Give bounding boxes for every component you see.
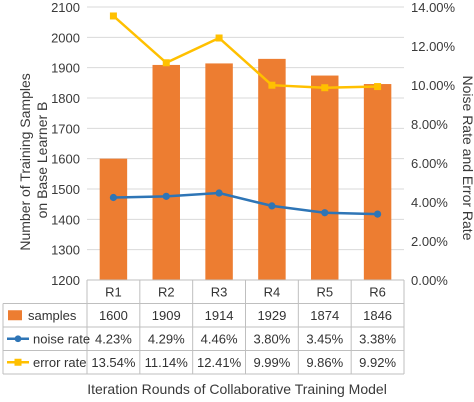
category-label: R3: [211, 285, 228, 300]
y2-tick-label: 6.00%: [411, 156, 448, 171]
y-tick-label: 1200: [51, 273, 80, 288]
point-noise-rate: [215, 189, 223, 197]
y-tick-label: 2000: [51, 30, 80, 45]
legend-key-bar: [8, 310, 22, 321]
legend-marker: [14, 358, 22, 366]
y2-tick-label: 0.00%: [411, 273, 448, 288]
category-label: R6: [369, 285, 386, 300]
axes: 1200 1300 1400 1500 1600 1700 1800 1900 2000 2100…: [51, 0, 455, 288]
x-axis-title: Iteration Rounds of Collaborative Traini…: [87, 381, 387, 397]
y-tick-label: 2100: [51, 0, 80, 15]
y-tick-label: 1600: [51, 152, 80, 167]
point-error-rate: [374, 83, 382, 91]
data-label: 1874: [310, 308, 339, 323]
legend-marker: [14, 335, 22, 343]
point-noise-rate: [162, 192, 170, 200]
legend-label: samples: [28, 308, 77, 323]
y2-tick-label: 8.00%: [411, 117, 448, 132]
category-label: R1: [105, 285, 122, 300]
data-label: 4.23%: [95, 331, 132, 346]
line-noise-rate: [113, 191, 378, 216]
bar-r3: [205, 63, 233, 280]
y2-axis-title: Noise Rate and Error Rate: [460, 76, 474, 241]
data-label: 9.92%: [359, 355, 396, 370]
data-label: 3.80%: [253, 331, 290, 346]
data-label: 1846: [363, 308, 392, 323]
bar-r4: [258, 58, 286, 281]
y2-tick-label: 4.00%: [411, 195, 448, 210]
y-tick-label: 1900: [51, 61, 80, 76]
bar-r2: [152, 64, 180, 280]
point-error-rate: [215, 34, 223, 42]
data-label: 13.54%: [91, 355, 136, 370]
category-label: R4: [264, 285, 281, 300]
y-axis-title: Number of Training Samples on Base Learn…: [17, 69, 50, 250]
bar-series-samples: [99, 58, 392, 281]
y-axis-title-line-1: Number of Training Samples: [17, 73, 33, 250]
y-tick-label: 1500: [51, 182, 80, 197]
line-series: [109, 12, 382, 218]
bar-r5: [311, 75, 339, 280]
point-noise-rate: [268, 202, 276, 210]
y2-tick-label: 12.00%: [411, 39, 456, 54]
y-tick-label: 1300: [51, 243, 80, 258]
point-error-rate: [162, 59, 170, 67]
data-label: 9.86%: [306, 355, 343, 370]
data-label: 3.38%: [359, 331, 396, 346]
category-label: R5: [316, 285, 333, 300]
gridlines: [87, 6, 404, 281]
y-tick-label: 1800: [51, 91, 80, 106]
data-label: 12.41%: [197, 355, 242, 370]
y2-tick-label: 14.00%: [411, 0, 456, 15]
data-label: 9.99%: [253, 355, 290, 370]
y2-tick-label: 2.00%: [411, 234, 448, 249]
point-noise-rate: [373, 210, 382, 218]
y-tick-label: 1700: [51, 121, 80, 136]
data-table: R1 R2 R3 R4 R5 R6 samples 1600 1909 1914 1929 1874 1…: [2, 279, 405, 375]
point-noise-rate: [321, 209, 329, 217]
data-label: 4.29%: [148, 331, 185, 346]
legend-label: noise rate: [33, 331, 90, 346]
data-label: 11.14%: [145, 355, 189, 370]
point-error-rate: [321, 84, 329, 92]
y-axis-title-line-2: on Base Learner B: [34, 102, 50, 219]
bar-r6: [363, 84, 392, 281]
point-error-rate: [109, 12, 117, 20]
data-label: 1600: [99, 308, 128, 323]
y2-tick-label: 10.00%: [411, 78, 456, 93]
data-label: 1909: [152, 308, 181, 323]
data-label: 1914: [205, 308, 234, 323]
y-tick-label: 1400: [51, 212, 80, 227]
point-error-rate: [268, 81, 276, 89]
point-noise-rate: [109, 193, 118, 202]
data-label: 4.46%: [201, 331, 238, 346]
data-label: 1929: [257, 308, 286, 323]
line-error-rate: [112, 15, 378, 89]
legend-label: error rate: [33, 355, 86, 370]
data-label: 3.45%: [306, 331, 343, 346]
bar-r1: [99, 158, 128, 280]
category-label: R2: [158, 285, 175, 300]
